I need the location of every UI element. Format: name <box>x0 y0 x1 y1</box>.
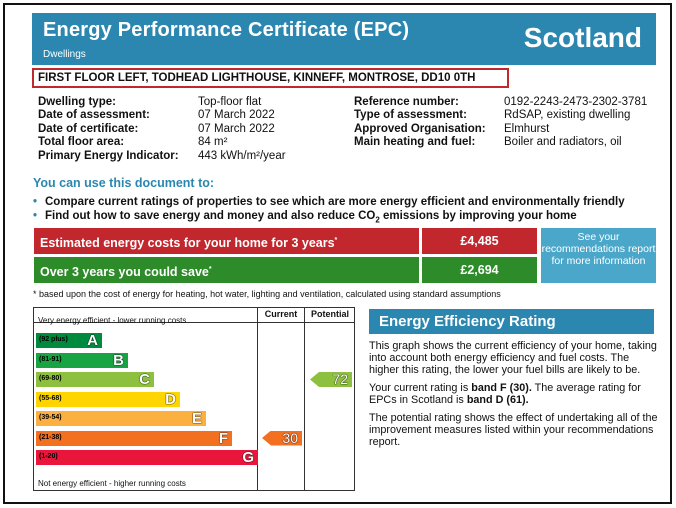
band-letter: B <box>113 351 124 369</box>
detail-row: Total floor area: 84 m² <box>38 136 286 149</box>
potential-column-header: Potential <box>310 309 349 319</box>
bullet-icon: • <box>33 210 38 222</box>
detail-label: Date of assessment: <box>38 109 150 122</box>
band-range-label: (69-80) <box>39 375 62 382</box>
description-paragraph: Your current rating is band F (30). The … <box>369 382 641 406</box>
band-letter: A <box>87 332 98 349</box>
chart-top-caption: Very energy efficient - lower running co… <box>38 316 187 325</box>
energy-rating-chart: Current Potential Very energy efficient … <box>33 307 355 491</box>
chart-header-divider <box>34 322 354 323</box>
band-range-label: (39-54) <box>39 414 62 421</box>
detail-value: 07 March 2022 <box>198 122 275 135</box>
rating-band-e: (39-54) E <box>36 411 206 426</box>
band-range-label: (21-38) <box>39 433 62 441</box>
detail-row: Type of assessment: RdSAP, existing dwell… <box>354 109 647 122</box>
efficiency-rating-description: This graph shows the current efficiency … <box>369 340 659 454</box>
detail-value: 0192-2243-2473-2302-3781 <box>504 96 648 108</box>
estimated-costs-label: Estimated energy costs for your home for… <box>34 228 419 254</box>
detail-label: Total floor area: <box>38 136 125 149</box>
rating-band-b: (81-91) B <box>36 351 128 369</box>
header-banner: Energy Performance Certificate (EPC) Dwe… <box>32 13 656 65</box>
detail-value: Elmhurst <box>504 122 550 135</box>
recommendations-note: See your recommendations report for more… <box>541 228 656 283</box>
bullet-item: • Find out how to save energy and money … <box>33 209 625 227</box>
country-label: Scotland <box>523 22 642 53</box>
description-paragraph: The potential rating shows the effect of… <box>369 412 658 448</box>
savings-label: Over 3 years you could save* <box>34 257 419 283</box>
detail-label: Approved Organisation: <box>354 122 486 135</box>
detail-row: Date of assessment: 07 March 2022 <box>38 109 286 122</box>
band-range-label: (1-20) <box>39 453 58 460</box>
band-letter: F <box>218 429 228 447</box>
chart-column-divider <box>257 308 258 490</box>
band-letter: E <box>191 410 202 427</box>
detail-label: Date of certificate: <box>38 122 139 135</box>
bullet-item: • Compare current ratings of properties … <box>33 195 625 209</box>
potential-rating-arrow-value: 72 <box>332 371 348 387</box>
rating-band-d: (55-68) D <box>36 390 180 408</box>
detail-row: Reference number: 0192-2243-2473-2302-378… <box>354 96 647 109</box>
detail-row: Dwelling type: Top-floor flat <box>38 96 286 109</box>
costs-footnote: * based upon the cost of energy for heat… <box>33 289 501 299</box>
chart-column-divider <box>304 308 305 490</box>
detail-row: Main heating and fuel: Boiler and radiato… <box>354 136 647 149</box>
rating-band-c: (69-80) C <box>36 372 154 387</box>
bullet-text: Find out how to save energy and money an… <box>45 210 577 225</box>
detail-label: Main heating and fuel: <box>354 136 476 149</box>
savings-value: £2,694 <box>422 257 537 283</box>
current-rating-arrow-value: 30 <box>282 429 298 446</box>
details-right: Reference number: 0192-2243-2473-2302-378… <box>354 96 647 150</box>
potential-rating-arrow: 72 <box>310 372 352 387</box>
band-range-label: (92 plus) <box>39 336 68 343</box>
detail-value: Boiler and radiators, oil <box>504 136 622 149</box>
band-letter: C <box>139 371 150 388</box>
description-paragraph: This graph shows the current efficiency … <box>369 340 657 376</box>
rating-band-a: (92 plus) A <box>36 333 102 348</box>
estimated-costs-value: £4,485 <box>422 228 537 254</box>
detail-value: 84 m² <box>198 136 228 149</box>
current-rating-arrow: 30 <box>262 429 302 446</box>
bullet-text: Compare current ratings of properties to… <box>45 196 625 208</box>
efficiency-rating-heading: Energy Efficiency Rating <box>369 309 654 334</box>
page-title: Energy Performance Certificate (EPC) <box>43 19 410 41</box>
estimated-costs-row: Estimated energy costs for your home for… <box>34 228 537 254</box>
detail-row: Approved Organisation: Elmhurst <box>354 123 647 136</box>
detail-value: 07 March 2022 <box>198 109 275 122</box>
detail-label: Dwelling type: <box>38 96 116 108</box>
bullet-icon: • <box>33 196 38 208</box>
details-left: Dwelling type: Top-floor flat Date of ass… <box>38 96 286 163</box>
rating-band-f: (21-38) F <box>36 429 232 447</box>
band-range-label: (81-91) <box>39 355 62 363</box>
detail-value: 443 kWh/m²/year <box>198 149 286 162</box>
band-range-label: (55-68) <box>39 394 62 402</box>
detail-row: Primary Energy Indicator: 443 kWh/m²/year <box>38 150 286 163</box>
usage-bullets: • Compare current ratings of properties … <box>33 195 625 227</box>
savings-row: Over 3 years you could save* £2,694 <box>34 257 537 283</box>
rating-band-g: (1-20) G <box>36 450 258 465</box>
detail-value: Top-floor flat <box>198 96 262 108</box>
detail-value: RdSAP, existing dwelling <box>504 109 631 122</box>
detail-label: Type of assessment: <box>354 109 467 122</box>
detail-label: Primary Energy Indicator: <box>38 149 179 162</box>
property-address: FIRST FLOOR LEFT, TODHEAD LIGHTHOUSE, KI… <box>32 68 509 88</box>
use-document-heading: You can use this document to: <box>33 176 215 190</box>
page-subtitle: Dwellings <box>43 49 86 60</box>
current-column-header: Current <box>264 309 298 319</box>
detail-label: Reference number: <box>354 96 459 108</box>
chart-bottom-caption: Not energy efficient - higher running co… <box>38 479 186 488</box>
detail-row: Date of certificate: 07 March 2022 <box>38 123 286 136</box>
band-letter: G <box>242 449 254 466</box>
band-letter: D <box>165 390 176 408</box>
energy-costs-table: Estimated energy costs for your home for… <box>34 228 537 283</box>
